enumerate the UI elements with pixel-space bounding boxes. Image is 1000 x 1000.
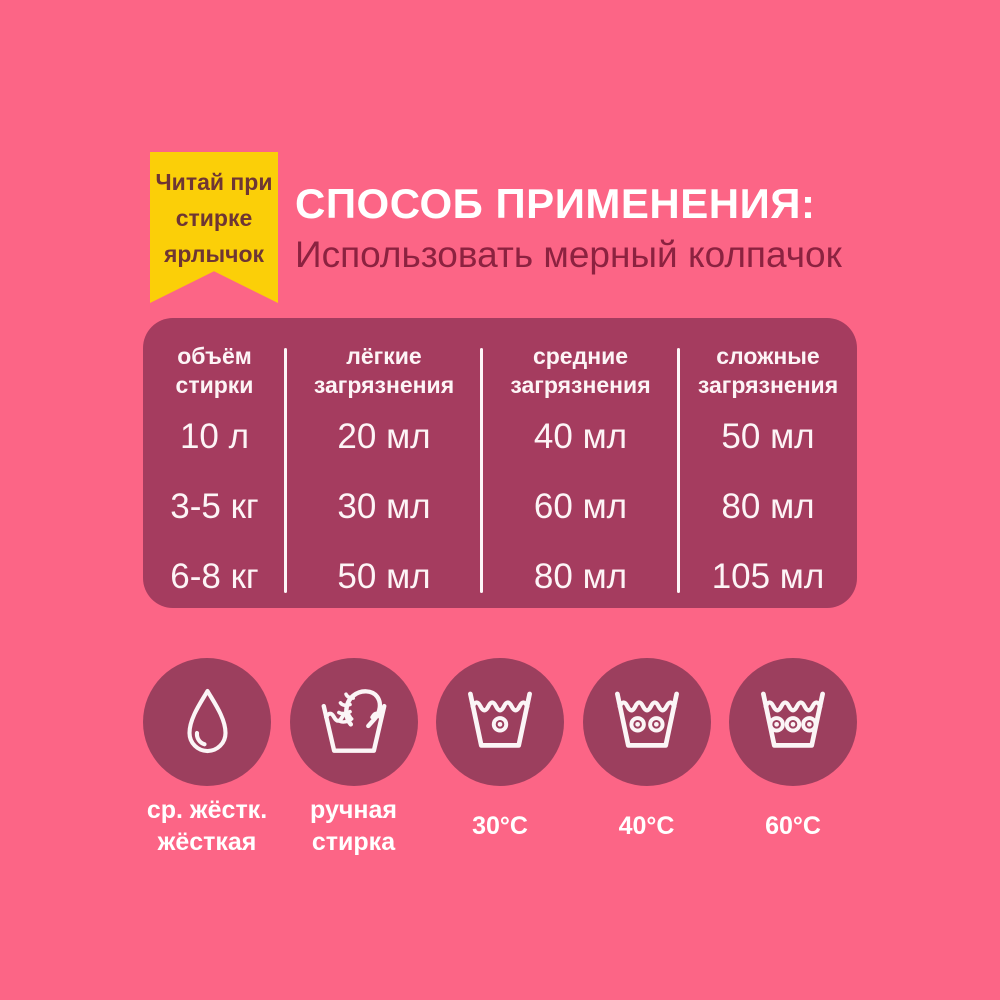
care-icon-label: 40°C (618, 812, 675, 840)
table-cell: 40 мл (533, 417, 628, 456)
column-header-line: загрязнения (510, 372, 651, 398)
table-cell: 3-5 кг (170, 487, 259, 526)
column-header-line: средние (532, 343, 629, 369)
care-icon-hand-wash: ручная стирка (289, 658, 418, 858)
table-column-heavy-soil: сложные загрязнения 50 мл 80 мл 105 мл (679, 318, 857, 612)
column-header: средние загрязнения (510, 340, 650, 402)
table-cell: 80 мл (721, 487, 815, 526)
table-column-wash-volume: объём стирки 10 л 3-5 кг 6-8 кг (143, 318, 286, 612)
wash-basin-1-dot-icon (468, 691, 532, 748)
hand-wash-icon (321, 689, 386, 753)
ribbon-badge: Читай при стирке ярлычок (150, 152, 278, 303)
column-header-line: загрязнения (697, 372, 839, 398)
column-header: сложные загрязнения (698, 340, 838, 402)
page-title: СПОСОБ ПРИМЕНЕНИЯ: (295, 180, 816, 227)
table-cell: 50 мл (721, 417, 815, 456)
column-divider (284, 348, 287, 593)
care-icon-wash-30: 30°C (436, 658, 564, 858)
care-icon-wash-40: 40°C (582, 658, 711, 858)
table-cell: 80 мл (533, 557, 628, 596)
table-cell: 50 мл (337, 557, 431, 596)
ribbon-line: стирке (175, 205, 253, 231)
care-icon-label: 60°C (765, 812, 821, 840)
table-cell: 60 мл (533, 487, 628, 526)
table-column-light-soil: лёгкие загрязнения 20 мл 30 мл 50 мл (286, 318, 482, 612)
column-header-line: сложные (716, 343, 820, 369)
care-icons-row: ср. жёстк. жёсткая ручная стирк (143, 658, 857, 858)
table-cell: 30 мл (337, 487, 431, 526)
table-column-medium-soil: средние загрязнения 40 мл 60 мл 80 мл (482, 318, 679, 612)
ribbon-line: ярлычок (163, 241, 265, 267)
column-divider (480, 348, 483, 593)
column-header-line: загрязнения (313, 372, 455, 398)
water-drop-icon (186, 688, 228, 753)
ribbon-line: Читай при (155, 169, 273, 195)
table-cell: 6-8 кг (170, 557, 259, 596)
dosage-table: объём стирки 10 л 3-5 кг 6-8 кг лёгкие з… (143, 318, 857, 608)
care-icon-water-hardness: ср. жёстк. жёсткая (143, 658, 271, 858)
ribbon-text: Читай при стирке ярлычок (150, 152, 278, 272)
heading-block: СПОСОБ ПРИМЕНЕНИЯ: Использовать мерный к… (295, 180, 842, 276)
column-header: объём стирки (176, 340, 254, 402)
column-header-line: объём (177, 343, 252, 369)
column-header: лёгкие загрязнения (314, 340, 454, 402)
table-cell: 105 мл (711, 557, 825, 596)
care-icon-label: 30°C (472, 812, 528, 840)
care-icon-label: ср. жёстк. жёсткая (146, 796, 268, 856)
care-icon-wash-60: 60°C (729, 658, 857, 858)
table-cell: 20 мл (337, 417, 431, 456)
page-subtitle: Использовать мерный колпачок (295, 234, 842, 276)
column-header-line: лёгкие (346, 343, 422, 369)
column-header-line: стирки (175, 372, 254, 398)
table-cell: 10 л (179, 417, 250, 456)
wash-basin-2-dots-icon (614, 691, 679, 748)
wash-basin-3-dots-icon (761, 691, 825, 748)
care-icon-label: ручная стирка (310, 796, 397, 856)
column-divider (677, 348, 680, 593)
